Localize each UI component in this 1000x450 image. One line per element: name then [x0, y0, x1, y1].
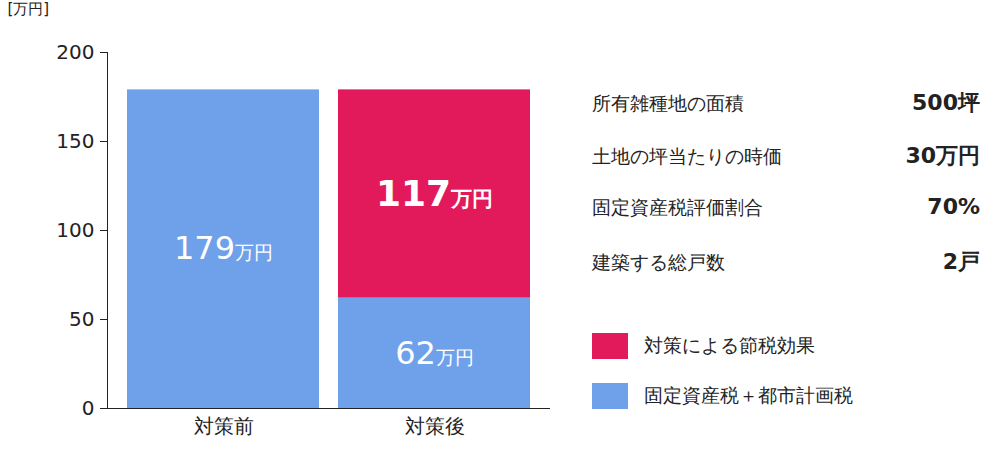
svg-text:100: 100 — [56, 218, 94, 242]
svg-text:[万円]: [万円] — [8, 0, 50, 18]
html-text:2戸: 2戸 — [942, 249, 980, 274]
svg-text:0: 0 — [82, 396, 95, 420]
svg-text:対策後: 対策後 — [405, 414, 465, 438]
svg-text:117万円: 117万円 — [376, 173, 493, 214]
svg-text:179万円: 179万円 — [174, 229, 273, 267]
svg-text:150: 150 — [56, 129, 94, 153]
html-text:70%: 70% — [927, 194, 980, 219]
html-text:対策による節税効果: 対策による節税効果 — [644, 334, 815, 356]
svg-text:62万円: 62万円 — [395, 334, 474, 372]
svg-text:対策前: 対策前 — [194, 414, 254, 438]
svg-text:200: 200 — [56, 40, 94, 64]
html-text:固定資産税評価割合: 固定資産税評価割合 — [592, 196, 763, 218]
html-text:30万円: 30万円 — [905, 143, 980, 168]
html-text:固定資産税＋都市計画税: 固定資産税＋都市計画税 — [644, 384, 853, 406]
svg-text:50: 50 — [69, 307, 94, 331]
html-text:所有雑種地の面積: 所有雑種地の面積 — [592, 92, 744, 114]
html-text:建築する総戸数: 建築する総戸数 — [592, 251, 725, 273]
html-text:土地の坪当たりの時価: 土地の坪当たりの時価 — [592, 145, 782, 167]
html-text:500坪: 500坪 — [912, 90, 980, 115]
